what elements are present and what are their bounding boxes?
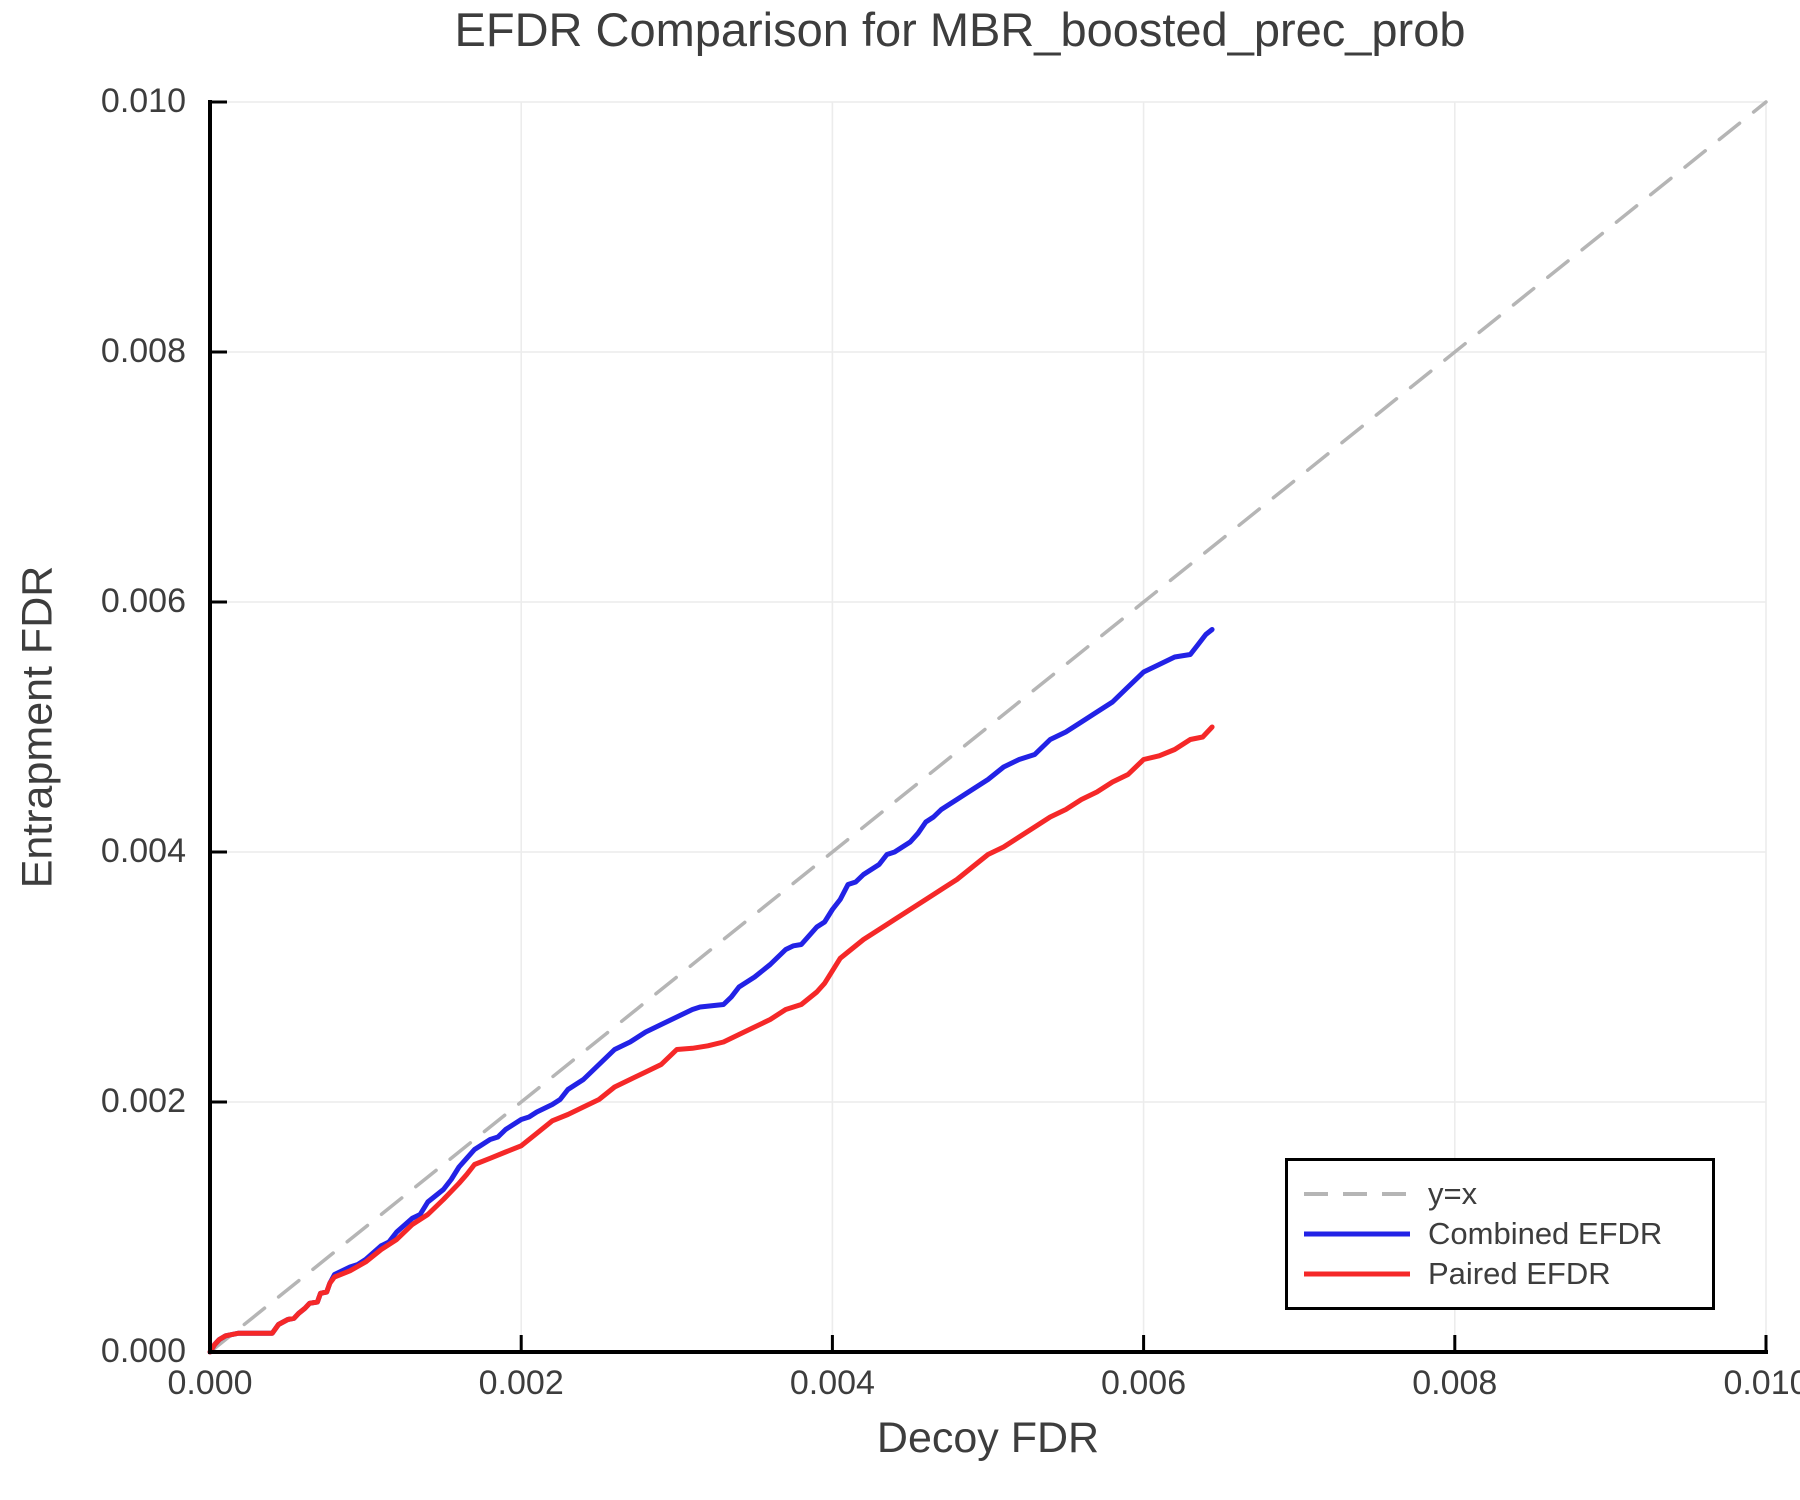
x-tick-label: 0.008 bbox=[1412, 1364, 1498, 1402]
x-tick-label: 0.010 bbox=[1723, 1364, 1800, 1402]
y-tick-label: 0.000 bbox=[100, 1332, 186, 1370]
y-tick-label: 0.006 bbox=[100, 582, 186, 620]
legend: y=x Combined EFDR Paired EFDR bbox=[1285, 1158, 1715, 1310]
legend-label-y-equals-x: y=x bbox=[1428, 1176, 1478, 1211]
y-tick-label: 0.008 bbox=[100, 332, 186, 370]
legend-item-paired-efdr: Paired EFDR bbox=[1302, 1254, 1712, 1294]
chart-title: EFDR Comparison for MBR_boosted_prec_pro… bbox=[454, 3, 1466, 56]
series-combined-efdr bbox=[207, 627, 1215, 1355]
legend-label-combined-efdr: Combined EFDR bbox=[1428, 1216, 1663, 1251]
x-tick-label: 0.000 bbox=[167, 1364, 253, 1402]
y-tick-label: 0.002 bbox=[100, 1082, 186, 1120]
x-tick-label: 0.004 bbox=[789, 1364, 875, 1402]
legend-line-paired-efdr bbox=[1304, 1271, 1410, 1277]
series-y-x bbox=[208, 100, 1768, 1354]
legend-line-combined-efdr bbox=[1304, 1231, 1410, 1237]
legend-item-combined-efdr: Combined EFDR bbox=[1302, 1214, 1712, 1254]
x-axis-label: Decoy FDR bbox=[876, 1414, 1100, 1462]
x-tick-label: 0.002 bbox=[478, 1364, 564, 1402]
x-tick-label: 0.006 bbox=[1101, 1364, 1187, 1402]
legend-line-y-equals-x bbox=[1304, 1192, 1410, 1196]
legend-item-y-equals-x: y=x bbox=[1302, 1174, 1712, 1214]
legend-label-paired-efdr: Paired EFDR bbox=[1428, 1256, 1611, 1291]
series-paired-efdr bbox=[207, 724, 1215, 1355]
y-tick-label: 0.004 bbox=[100, 832, 186, 870]
y-tick-label: 0.010 bbox=[100, 82, 186, 120]
